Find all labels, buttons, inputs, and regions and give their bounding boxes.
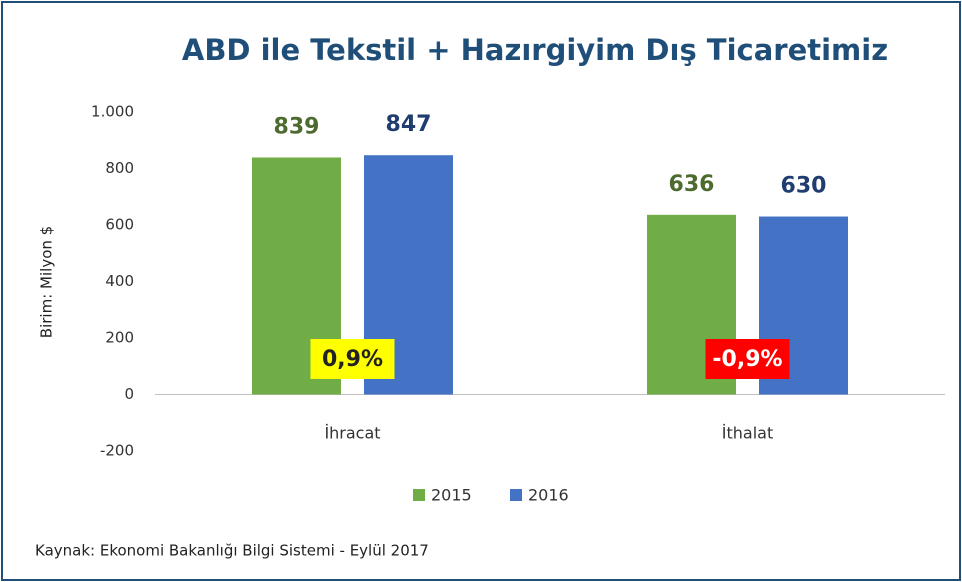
annotation-box [310, 339, 395, 379]
y-tick-label: 0 [124, 385, 134, 403]
y-tick-label: 200 [105, 329, 134, 347]
legend-swatch [413, 489, 425, 501]
x-tick-label: İthalat [722, 424, 773, 443]
data-label: 630 [781, 174, 827, 199]
legend-label: 2016 [528, 486, 569, 505]
y-tick-label: 1.000 [91, 103, 134, 121]
legend-label: 2015 [431, 486, 472, 505]
annotation-box [705, 339, 790, 379]
data-label: 847 [386, 112, 432, 137]
legend-swatch [510, 489, 522, 501]
annotation: 0,9% [322, 347, 383, 372]
y-tick-label: 600 [105, 216, 134, 234]
chart-title: ABD ile Tekstil + Hazırgiyim Dış Ticaret… [182, 33, 888, 67]
data-label: 839 [274, 114, 320, 139]
data-label: 636 [669, 172, 715, 197]
source: Kaynak: Ekonomi Bakanlığı Bilgi Sistemi … [35, 542, 429, 560]
y-tick-label: 400 [105, 272, 134, 290]
x-tick-label: İhracat [324, 424, 380, 443]
y-tick-label: 800 [105, 159, 134, 177]
y-tick-label: -200 [100, 442, 134, 460]
annotation: -0,9% [712, 347, 782, 372]
y-axis-label: Birim: Milyon $ [38, 226, 56, 338]
